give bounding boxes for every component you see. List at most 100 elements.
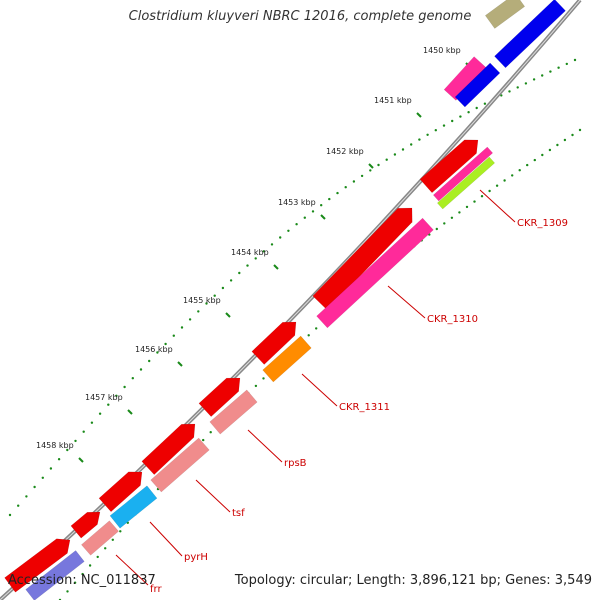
label-leaders	[115, 189, 516, 586]
tick-dot	[418, 138, 421, 141]
major-tick	[320, 214, 326, 220]
tick-dot-inner	[435, 227, 438, 231]
tick-dot-inner	[488, 189, 491, 193]
label-leader-line	[301, 373, 338, 407]
tick-dot-inner	[480, 195, 484, 198]
tick-dot	[434, 129, 437, 132]
tick-dot	[8, 513, 12, 517]
tick-dot	[41, 476, 44, 479]
major-tick	[78, 457, 84, 463]
tick-dot-inner	[88, 564, 92, 567]
gene-ckr1310-outer	[312, 207, 413, 311]
tick-dot	[467, 111, 470, 114]
tick-dot	[410, 143, 413, 146]
tick-dot	[320, 204, 323, 207]
gene-pyrh-outer	[98, 471, 143, 513]
tick-dot	[279, 236, 282, 239]
backbone-line	[0, 0, 582, 600]
label-leader-line	[479, 189, 516, 223]
tick-dot-inner	[503, 179, 506, 182]
gene-bottom-inner	[25, 550, 85, 600]
tick-dot	[229, 279, 233, 282]
gene-features	[4, 0, 566, 600]
tick-dot-inner	[533, 158, 536, 162]
gene-tsf-inner	[150, 437, 210, 493]
tick-dot	[287, 229, 290, 232]
tick-dot	[33, 485, 36, 489]
tick-dot	[197, 310, 200, 313]
tick-dot	[459, 115, 462, 118]
tick-label: 1454 kbp	[231, 248, 269, 257]
feature-olive	[484, 0, 526, 29]
major-tick	[273, 264, 279, 270]
tick-dot-inner	[526, 163, 529, 167]
tick-dot-inner	[541, 153, 544, 157]
major-tick	[368, 163, 374, 169]
tick-dot-inner	[307, 334, 310, 337]
tick-dot	[451, 119, 454, 123]
tick-dot	[115, 394, 118, 397]
labels-layer: 1450 kbp 1451 kbp 1452 kbp 1453 kbp 1454 kbp…	[36, 46, 568, 595]
tick-dot	[516, 86, 519, 89]
feature-blue	[454, 62, 501, 108]
tick-dot	[393, 153, 397, 156]
tick-label: 1456 kbp	[135, 345, 173, 354]
tick-dot	[475, 106, 478, 110]
tick-dot	[188, 318, 192, 321]
tick-dot-inner	[254, 384, 258, 388]
tick-dot-inner	[81, 572, 84, 576]
tick-dot	[442, 124, 446, 127]
tick-dot	[303, 216, 306, 219]
label-leader-line	[195, 479, 231, 513]
tick-dot-inner	[111, 538, 115, 541]
tick-dot	[254, 257, 257, 260]
tick-dot-inner	[202, 438, 205, 442]
tick-dot-inner	[571, 133, 574, 137]
label-leader-line	[149, 521, 183, 557]
major-tick	[225, 312, 231, 318]
tick-dot	[131, 377, 134, 380]
tick-dot	[573, 58, 577, 62]
tick-dot-inner	[96, 555, 99, 559]
tick-dot-inner	[262, 377, 265, 380]
tick-dot-inner	[495, 184, 499, 187]
tick-dot-inner	[563, 138, 567, 142]
gene-ckr1310-inner	[316, 217, 434, 329]
tick-dot	[483, 102, 487, 105]
tick-dot	[360, 174, 364, 178]
tick-dot-inner	[66, 590, 69, 593]
tick-label: 1453 kbp	[278, 198, 316, 207]
gene-label: CKR_1309	[517, 218, 568, 229]
tick-dot	[401, 148, 405, 151]
tick-dot	[25, 495, 28, 498]
tick-dot	[549, 70, 552, 73]
tick-dot	[82, 430, 85, 433]
tick-dot-inner	[73, 581, 77, 584]
gene-ckr1309-outer	[419, 139, 479, 194]
tick-dot	[532, 78, 536, 81]
tick-dot-inner	[104, 547, 107, 550]
tick-dot	[164, 342, 167, 346]
tick-dot	[17, 504, 20, 507]
tick-dot	[98, 412, 102, 415]
tick-dot	[565, 62, 568, 66]
tick-dot-inner	[465, 205, 469, 209]
tick-dot	[246, 264, 249, 267]
tick-dot-inner	[578, 128, 582, 132]
tick-dot-inner	[119, 530, 122, 533]
accession-text: Accession: NC_011837	[8, 573, 156, 588]
tick-dot	[57, 458, 61, 461]
tick-label: 1450 kbp	[423, 46, 461, 55]
label-leader-line	[387, 285, 426, 319]
tick-dot	[213, 294, 216, 297]
tick-dot	[557, 66, 560, 69]
gene-label: frr	[150, 584, 162, 595]
gene-ckr1309-pink	[432, 146, 494, 202]
tick-dot-inner	[209, 431, 212, 434]
tick-dot-inner	[511, 174, 514, 177]
tick-dot	[238, 271, 241, 275]
label-leader-line	[247, 429, 283, 463]
tick-dot-inner	[556, 143, 559, 147]
tick-label: 1458 kbp	[36, 441, 74, 450]
gene-label: tsf	[232, 508, 245, 519]
